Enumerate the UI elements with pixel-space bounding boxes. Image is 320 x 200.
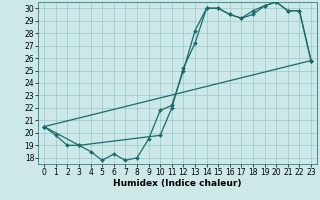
X-axis label: Humidex (Indice chaleur): Humidex (Indice chaleur): [113, 179, 242, 188]
